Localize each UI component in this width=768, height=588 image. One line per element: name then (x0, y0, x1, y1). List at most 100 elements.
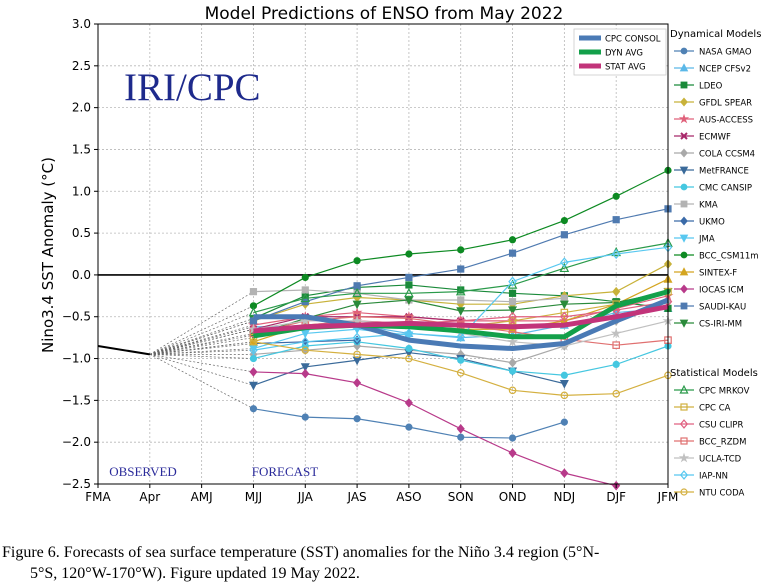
data-point (560, 468, 569, 478)
x-tick-label: SON (448, 490, 474, 504)
caption-line-1: Figure 6. Forecasts of sea surface tempe… (2, 544, 600, 561)
legend-label: JMA (698, 235, 715, 245)
y-tick-label: 2.0 (72, 101, 91, 115)
data-point (404, 398, 413, 408)
x-tick-label: JJA (297, 490, 314, 504)
legend-title: Statistical Models (670, 368, 758, 379)
legend-swatch-marker (678, 452, 690, 463)
watermark-iri-cpc: IRI/CPC (124, 66, 261, 109)
data-point (560, 371, 568, 379)
x-tick-label: AMJ (191, 490, 213, 504)
legend-swatch-marker (680, 183, 688, 191)
x-tick-label: MJJ (245, 490, 262, 504)
data-point (559, 262, 570, 273)
observed-line (97, 345, 150, 356)
legend-label: LDEO (699, 82, 723, 92)
data-point (560, 391, 569, 400)
data-point (248, 381, 258, 391)
figure-caption: Figure 6. Forecasts of sea surface tempe… (2, 542, 766, 584)
fan-line (149, 354, 254, 373)
data-point (249, 405, 258, 413)
data-point (301, 286, 309, 294)
forecast-fan (149, 291, 254, 410)
data-point (353, 378, 362, 388)
data-point (352, 287, 362, 298)
data-point (405, 281, 413, 289)
x-tick-label: Apr (139, 490, 160, 504)
data-point (352, 300, 362, 310)
y-tick-label: −1.0 (62, 352, 91, 366)
data-point (301, 413, 309, 421)
series-line (253, 242, 669, 314)
data-point (508, 298, 517, 306)
series-line (253, 301, 669, 330)
fan-line (149, 324, 254, 355)
fan-line (149, 334, 254, 355)
data-point (612, 341, 620, 349)
data-point (507, 336, 518, 347)
fan-line (149, 341, 254, 355)
legend-label: SAUDI-KAU (699, 303, 746, 313)
legend-label: GFDL SPEAR (699, 99, 752, 109)
data-point (405, 354, 413, 363)
summary-stat-avg (253, 304, 669, 334)
x-tick-label: FMA (85, 490, 111, 504)
y-tick-label: 0.5 (72, 226, 91, 240)
summary-line (253, 297, 669, 352)
data-point (560, 231, 568, 239)
data-point (508, 276, 517, 287)
observed-label: OBSERVED (109, 464, 177, 479)
data-point (351, 315, 363, 326)
forecast-label: FORECAST (252, 464, 319, 479)
data-point (559, 380, 569, 389)
legend-swatch-marker (680, 251, 688, 259)
data-point (612, 286, 621, 297)
data-point (455, 286, 466, 296)
legend-swatch-marker (679, 470, 689, 480)
statistical-models-legend: Statistical Models CPC MRKOV CPC CA CSU CLI… (670, 368, 758, 499)
data-point (612, 360, 620, 368)
series-ntu-coda (249, 338, 672, 400)
data-point (456, 331, 466, 342)
dynamical-models-legend: Dynamical Models NASA GMAO NCEP CFSv2 LDEO G… (670, 29, 761, 330)
legend-swatch-marker (679, 319, 689, 328)
legend-label: BCC_CSM11m (699, 252, 759, 262)
data-point (560, 418, 568, 426)
data-point (456, 424, 465, 434)
fan-line (149, 349, 254, 355)
y-tick-label: −2.0 (62, 435, 91, 449)
legend-swatch-marker (680, 488, 688, 496)
series-line (253, 371, 617, 487)
summary-legend-label: DYN AVG (605, 49, 643, 59)
x-tick-label: OND (499, 490, 527, 504)
data-point (457, 356, 465, 364)
fan-line (149, 354, 254, 359)
data-point (508, 448, 517, 458)
data-point (560, 308, 569, 317)
data-point (457, 296, 465, 304)
legend-label: UKMO (699, 218, 725, 228)
data-point (300, 329, 310, 339)
fan-line (149, 354, 254, 410)
data-point (249, 354, 258, 363)
legend-label: IAP-NN (699, 472, 728, 482)
series-line (253, 341, 669, 396)
y-tick-label: −1.5 (62, 393, 91, 407)
legend-label: CS-IRI-MM (699, 320, 742, 330)
legend-label: KMA (699, 201, 718, 211)
data-point (560, 216, 568, 225)
data-point (300, 336, 310, 347)
data-point (456, 368, 465, 377)
y-tick-label: 1.0 (72, 184, 91, 198)
series-nasa-gmao (249, 405, 568, 442)
data-point (249, 367, 258, 377)
legend-swatch-marker (679, 234, 689, 243)
data-point (300, 292, 311, 303)
data-point (404, 287, 414, 298)
x-tick-label: NDJ (553, 490, 575, 504)
data-point (300, 363, 310, 372)
legend-swatch-marker (680, 284, 688, 294)
data-point (508, 386, 517, 395)
series-cpc-mrkov (248, 237, 673, 317)
legend-swatch-marker (679, 419, 689, 429)
